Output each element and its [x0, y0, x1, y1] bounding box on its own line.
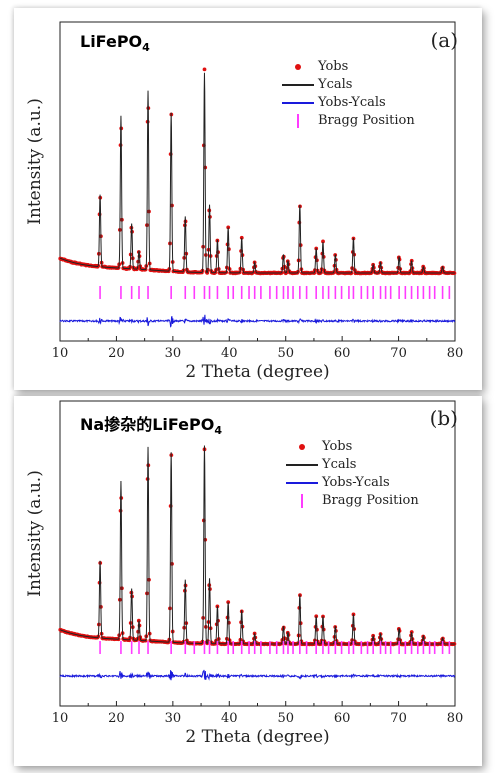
y-axis-title: Intensity (a.u.) — [25, 470, 45, 597]
legend-tick-icon — [280, 114, 318, 128]
x-tick-label: 70 — [390, 711, 407, 726]
yobs-ycals-line — [59, 314, 456, 328]
x-tick-label: 60 — [334, 346, 351, 361]
xrd-panel-b: 10 20 30 40 50 60 70 80 2 Theta (degree) Intensit… — [14, 396, 482, 766]
x-tick-label: 70 — [390, 346, 407, 361]
x-tick-label: 40 — [221, 711, 238, 726]
legend-item-diff: Yobs-Ycals — [284, 474, 419, 492]
yobs-point — [202, 67, 207, 72]
legend-tick-icon — [284, 494, 322, 508]
legend-line-icon — [284, 458, 322, 472]
x-tick-label: 30 — [165, 346, 182, 361]
x-tick-label: 80 — [447, 711, 464, 726]
panel-letter-b: (b) — [429, 406, 458, 430]
x-tick-label: 80 — [447, 346, 464, 361]
legend-item-ycals: Ycals — [284, 456, 419, 474]
xrd-chart-a: 10 20 30 40 50 60 70 80 2 Theta (degree) Intensit… — [25, 21, 464, 382]
yobs-point — [321, 239, 325, 244]
legend-dot-icon — [280, 60, 318, 74]
panel-letter-a: (a) — [430, 28, 458, 52]
bragg-ticks — [99, 286, 451, 299]
yobs-point — [239, 235, 244, 240]
sample-label-b: Na掺杂的LiFePO4 — [80, 415, 222, 438]
legend-item-bragg: Bragg Position — [284, 492, 419, 510]
x-tick-label: 30 — [165, 711, 182, 726]
legend-line-icon — [284, 476, 322, 490]
ycals-line — [59, 72, 455, 274]
legend-item-yobs: Yobs — [284, 438, 419, 456]
x-tick-label: 40 — [221, 346, 238, 361]
yobs-point — [226, 600, 231, 605]
x-axis-title: 2 Theta (degree) — [185, 362, 329, 382]
xrd-chart-b: 10 20 30 40 50 60 70 80 2 Theta (degree) Intensit… — [25, 400, 464, 747]
sample-label-a: LiFePO4 — [80, 32, 150, 55]
legend-line-icon — [280, 96, 318, 110]
legend-line-icon — [280, 78, 318, 92]
legend-item-ycals: Ycals — [280, 76, 415, 94]
legend-dot-icon — [284, 440, 322, 454]
legend-item-bragg: Bragg Position — [280, 112, 415, 130]
yobs-point — [226, 225, 231, 230]
x-tick-label: 20 — [108, 711, 125, 726]
x-tick-label: 10 — [52, 711, 69, 726]
x-tick-label: 20 — [108, 346, 125, 361]
x-axis-title: 2 Theta (degree) — [185, 727, 329, 747]
x-tick-label: 10 — [52, 346, 69, 361]
ycals-line — [59, 445, 455, 645]
x-tick-label: 50 — [277, 711, 294, 726]
xrd-panel-a: 10 20 30 40 50 60 70 80 2 Theta (degree) Intensit… — [14, 8, 482, 390]
bragg-ticks — [99, 641, 451, 654]
yobs-ycals-line — [59, 669, 456, 681]
y-axis-title: Intensity (a.u.) — [25, 98, 45, 225]
x-tick-label: 60 — [334, 711, 351, 726]
legend-item-yobs: Yobs — [280, 58, 415, 76]
x-tick-label: 50 — [277, 346, 294, 361]
legend-a: Yobs Ycals Yobs-Ycals Bragg Position — [280, 58, 415, 130]
legend-b: Yobs Ycals Yobs-Ycals Bragg Position — [284, 438, 419, 510]
legend-item-diff: Yobs-Ycals — [280, 94, 415, 112]
